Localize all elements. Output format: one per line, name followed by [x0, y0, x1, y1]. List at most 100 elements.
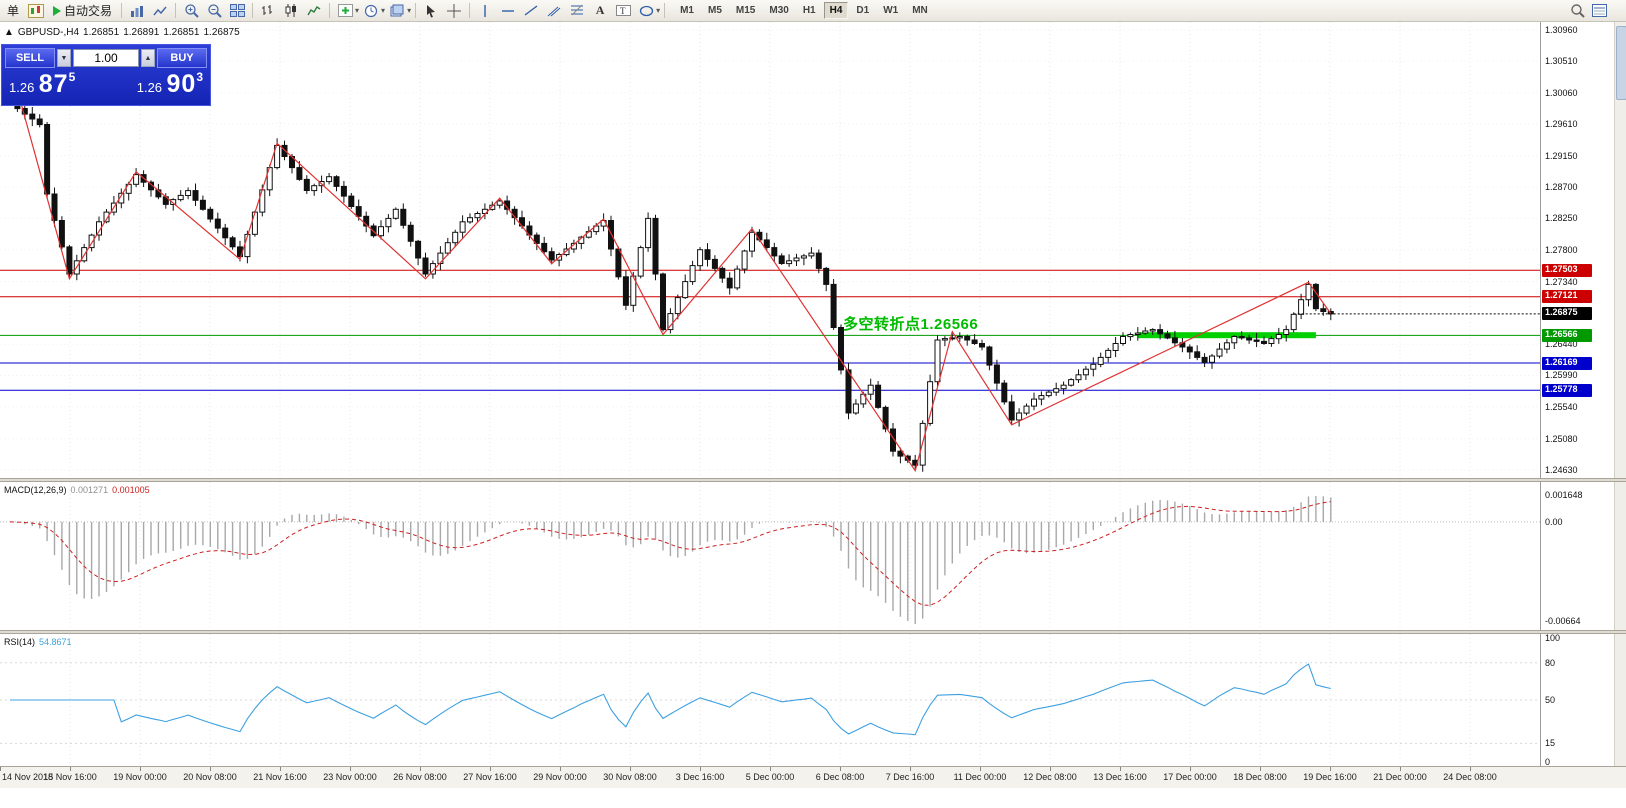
play-icon	[53, 5, 62, 16]
time-axis: 14 Nov 2018 15 Nov 16:00 19 Nov 00:00 20 No…	[0, 766, 1626, 788]
vertical-line-icon[interactable]	[474, 2, 496, 20]
time-axis-label: 18 Dec 08:00	[1233, 772, 1287, 782]
zoom-in-icon[interactable]	[180, 2, 202, 20]
add-indicator-icon[interactable]	[334, 2, 356, 20]
text-label-icon[interactable]: T	[612, 2, 634, 20]
macd-label: MACD(12,26,9) 0.001271 0.001005	[4, 485, 150, 495]
timeframe-mn[interactable]: MN	[906, 2, 934, 19]
time-tick	[1470, 767, 1471, 771]
line-chart-icon[interactable]	[149, 2, 171, 20]
chevron-down-icon[interactable]: ▾	[381, 6, 386, 15]
autotrade-button[interactable]: 自动交易	[48, 2, 117, 20]
new-chart-icon[interactable]	[25, 2, 47, 20]
collapse-arrow-icon[interactable]: ▲	[4, 27, 14, 38]
timeframe-m15[interactable]: M15	[730, 2, 761, 19]
separator	[329, 3, 331, 18]
volume-increase-button[interactable]: ▲	[141, 49, 155, 67]
horizontal-line-icon[interactable]	[497, 2, 519, 20]
zoom-out-icon[interactable]	[203, 2, 225, 20]
price-chart-panel[interactable]: ▲ GBPUSD-,H4 1.26851 1.26891 1.26851 1.26875 …	[0, 22, 1540, 478]
time-tick	[1050, 767, 1051, 771]
axis-label: 1.26440	[1545, 339, 1578, 350]
panel-divider[interactable]	[0, 630, 1626, 634]
chart-title: ▲ GBPUSD-,H4 1.26851 1.26891 1.26851 1.26875	[4, 27, 244, 38]
toolbar: 单 自动交易	[0, 0, 1626, 22]
panel-divider[interactable]	[0, 478, 1626, 482]
axis-label: -0.00664	[1545, 616, 1581, 626]
separator	[664, 3, 666, 18]
time-axis-label: 30 Nov 08:00	[603, 772, 657, 782]
timeframe-d1[interactable]: D1	[850, 2, 875, 19]
axis-label: 1.25080	[1545, 433, 1578, 444]
time-tick	[560, 767, 561, 771]
bar-chart-icon[interactable]	[126, 2, 148, 20]
axis-label: 15	[1545, 738, 1556, 749]
axis-label: 1.30960	[1545, 25, 1578, 35]
timeframe-h1[interactable]: H1	[797, 2, 822, 19]
time-tick	[1120, 767, 1121, 771]
time-axis-label: 21 Nov 16:00	[253, 772, 307, 782]
axis-label: 80	[1545, 657, 1556, 668]
text-icon[interactable]: A	[589, 2, 611, 20]
bars-type-icon[interactable]	[257, 2, 279, 20]
fibonacci-icon[interactable]	[566, 2, 588, 20]
timeframe-h4[interactable]: H4	[823, 2, 849, 19]
new-order-button[interactable]: 单	[2, 2, 24, 20]
search-icon[interactable]	[1566, 2, 1588, 20]
timeframe-w1[interactable]: W1	[877, 2, 904, 19]
chevron-down-icon[interactable]: ▾	[355, 6, 360, 15]
sell-price[interactable]: 1.26 875	[9, 70, 76, 98]
time-axis-label: 19 Dec 16:00	[1303, 772, 1357, 782]
separator	[469, 3, 471, 18]
rsi-panel[interactable]: RSI(14) 54.8671	[0, 634, 1540, 766]
symbol-label: GBPUSD-,H4	[17, 27, 80, 38]
shapes-icon[interactable]	[635, 2, 657, 20]
time-tick	[350, 767, 351, 771]
time-tick	[1400, 767, 1401, 771]
chevron-down-icon[interactable]: ▾	[407, 6, 412, 15]
macd-panel[interactable]: MACD(12,26,9) 0.001271 0.001005	[0, 482, 1540, 630]
time-tick	[70, 767, 71, 771]
trendline-icon[interactable]	[520, 2, 542, 20]
periods-clock-icon[interactable]	[360, 2, 382, 20]
sell-button[interactable]: SELL	[5, 48, 55, 68]
chevron-down-icon[interactable]: ▾	[656, 6, 661, 15]
time-tick	[490, 767, 491, 771]
line-type-icon[interactable]	[303, 2, 325, 20]
cursor-icon[interactable]	[420, 2, 442, 20]
volume-input[interactable]	[73, 49, 139, 67]
price-axis: 1.30960 1.30510 1.30060 1.29610 1.29150 1.287…	[1540, 22, 1614, 788]
buy-button[interactable]: BUY	[157, 48, 207, 68]
pivot-annotation: 多空转折点1.26566	[843, 316, 979, 333]
time-axis-label: 15 Nov 16:00	[43, 772, 97, 782]
time-tick	[630, 767, 631, 771]
crosshair-icon[interactable]	[443, 2, 465, 20]
one-click-trading-panel: SELL ▼ ▲ BUY 1.26 875 1.26 903	[1, 44, 211, 106]
timeframe-m30[interactable]: M30	[763, 2, 794, 19]
time-axis-label: 21 Dec 00:00	[1373, 772, 1427, 782]
equidistant-channel-icon[interactable]	[543, 2, 565, 20]
time-axis-label: 5 Dec 00:00	[745, 772, 795, 782]
time-axis-label: 26 Nov 08:00	[393, 772, 447, 782]
time-tick	[280, 767, 281, 771]
volume-decrease-button[interactable]: ▼	[57, 49, 71, 67]
timeframe-m1[interactable]: M1	[674, 2, 700, 19]
time-axis-label: 14 Nov 2018	[2, 772, 54, 782]
axis-label: 1.28250	[1545, 213, 1578, 224]
rsi-label: RSI(14) 54.8671	[4, 637, 72, 647]
time-tick	[1190, 767, 1191, 771]
timeframe-m5[interactable]: M5	[702, 2, 728, 19]
axis-label: 1.30060	[1545, 87, 1578, 98]
buy-price[interactable]: 1.26 903	[136, 70, 203, 98]
tile-windows-icon[interactable]	[226, 2, 248, 20]
low-value: 1.26851	[163, 27, 200, 38]
time-axis-label: 13 Dec 16:00	[1093, 772, 1147, 782]
separator	[175, 3, 177, 18]
templates-icon[interactable]	[386, 2, 408, 20]
data-window-icon[interactable]	[1588, 2, 1610, 20]
scrollbar[interactable]	[1614, 22, 1626, 788]
axis-label: 1.25990	[1545, 370, 1578, 381]
time-axis-label: 3 Dec 16:00	[675, 772, 725, 782]
candles-type-icon[interactable]	[280, 2, 302, 20]
scrollbar-thumb[interactable]	[1616, 26, 1626, 100]
